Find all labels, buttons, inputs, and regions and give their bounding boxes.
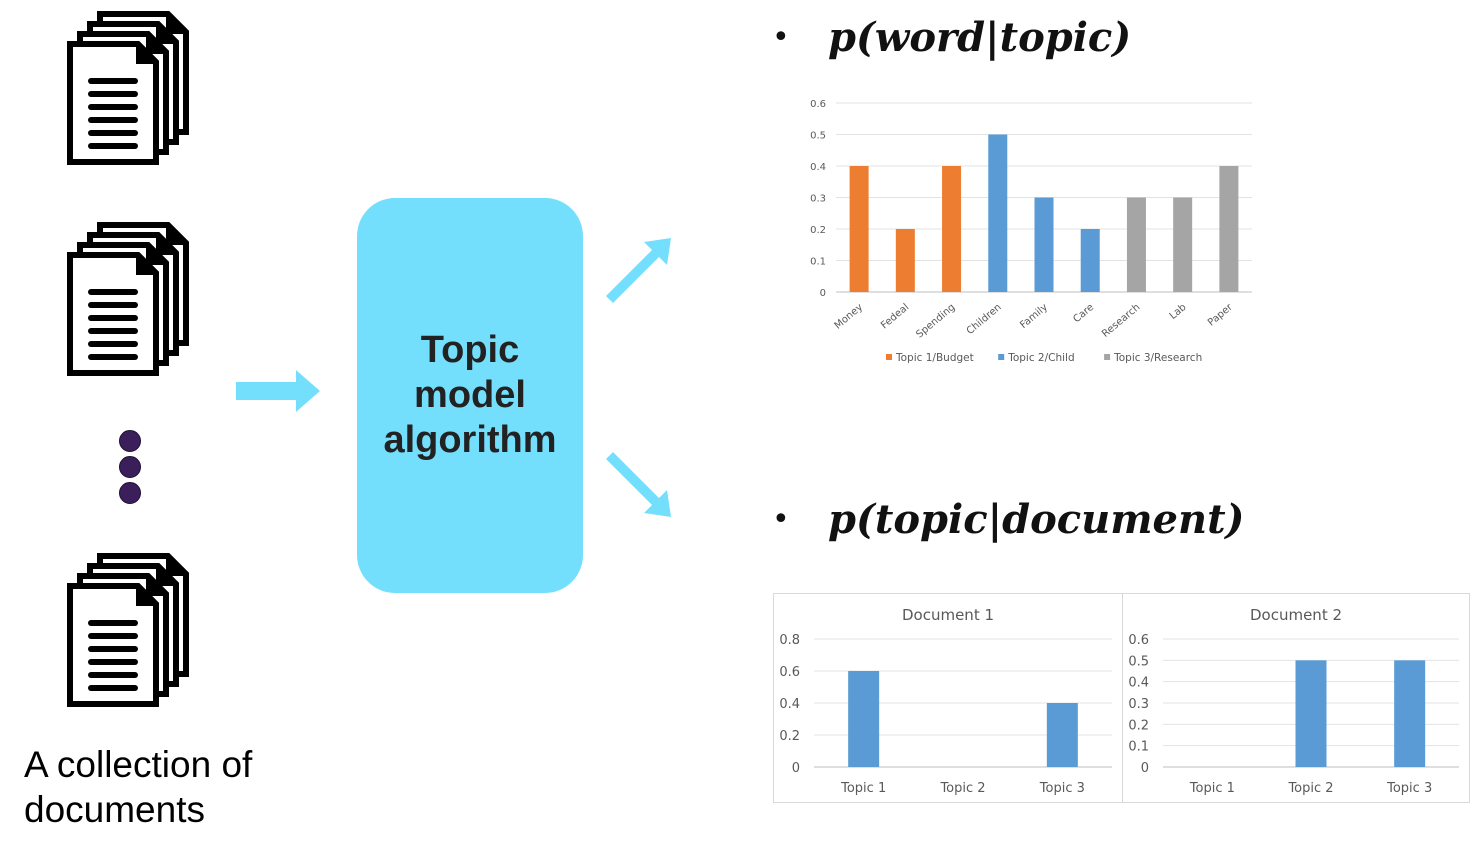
legend-label: Topic 3/Research <box>1113 352 1202 364</box>
document-stack-graphic <box>67 11 189 165</box>
text-line <box>88 104 138 110</box>
y-tick-label: 0.5 <box>810 131 826 142</box>
text-line <box>88 633 138 639</box>
document-2-chart-frame: Document 2 0 0.1 0.2 0.3 0.4 0.5 0.6 Topic 1 Topi… <box>1122 593 1470 803</box>
x-tick-label: Family <box>1018 302 1050 331</box>
legend-swatch <box>886 354 892 360</box>
bar <box>1080 229 1100 292</box>
bar <box>1046 703 1078 767</box>
algorithm-label: Topic model algorithm <box>383 329 557 461</box>
bar <box>1126 197 1146 292</box>
up-right-arrow-icon <box>606 238 671 303</box>
x-tick-label: Paper <box>1206 301 1235 328</box>
x-tick-label: Money <box>833 302 866 332</box>
legend-label: Topic 1/Budget <box>895 352 974 364</box>
text-line <box>88 302 138 308</box>
text-line <box>88 685 138 691</box>
page-corner-fold <box>136 586 156 606</box>
y-tick-label: 0.3 <box>810 194 826 205</box>
text-line <box>88 143 138 149</box>
legend-swatch <box>998 354 1005 360</box>
x-tick-label: Topic 2 <box>939 781 985 796</box>
y-tick-label: 0.8 <box>779 633 800 648</box>
y-tick-label: 0.4 <box>810 162 826 173</box>
text-line <box>88 328 138 334</box>
y-tick-label: 0 <box>1141 761 1149 776</box>
text-line <box>88 130 138 136</box>
y-tick-label: 0.4 <box>779 697 800 712</box>
x-tick-label: Topic 1 <box>840 781 886 796</box>
x-tick-label: Spending <box>914 302 957 341</box>
text-line <box>88 341 138 347</box>
x-tick-label: Topic 2 <box>1287 781 1333 796</box>
x-tick-label: Topic 3 <box>1039 781 1085 796</box>
document-stack-icon <box>64 550 196 710</box>
text-line <box>88 672 138 678</box>
y-tick-label: 0 <box>792 761 800 776</box>
y-tick-label: 0.6 <box>779 665 800 680</box>
document-stack-graphic <box>67 222 189 376</box>
bar <box>1219 166 1239 292</box>
text-line <box>88 315 138 321</box>
text-line <box>88 620 138 626</box>
bar <box>895 229 915 292</box>
x-tick-label: Fedeal <box>879 302 911 331</box>
text-line <box>88 117 138 123</box>
bar <box>1295 660 1327 767</box>
x-tick-label: Topic 3 <box>1386 781 1432 796</box>
page-corner-fold <box>136 255 156 275</box>
right-arrow-icon <box>236 370 320 412</box>
topic-document-formula: p(topic|document) <box>828 496 1245 543</box>
chart-title: Document 1 <box>902 606 994 624</box>
word-topic-bar-chart: 0 0.1 0.2 0.3 0.4 0.5 0.6 Money Fedeal Spending Ch… <box>810 99 1252 364</box>
y-tick-label: 0.6 <box>1128 633 1149 648</box>
legend-swatch <box>1104 354 1111 360</box>
word-topic-bullet: • <box>772 20 790 55</box>
x-tick-label: Children <box>965 302 1004 337</box>
page-corner-fold <box>136 44 156 64</box>
document-1-bar-chart: Document 1 0 0.2 0.4 0.6 0.8 Topic 1 Topic 2 Top… <box>779 606 1112 796</box>
text-line <box>88 289 138 295</box>
x-tick-label: Care <box>1071 302 1096 325</box>
document-stack-icon <box>64 219 196 379</box>
collection-caption: A collection of documents <box>24 744 253 830</box>
bar <box>988 134 1008 292</box>
y-tick-label: 0 <box>820 288 826 299</box>
topic-document-bullet: • <box>772 502 790 537</box>
vertical-ellipsis-icon <box>119 430 141 504</box>
y-tick-label: 0.6 <box>810 99 826 110</box>
bar <box>1394 660 1426 767</box>
bar <box>1173 197 1193 292</box>
word-topic-formula: p(word|topic) <box>828 14 1132 61</box>
x-tick-label: Lab <box>1168 302 1189 322</box>
y-tick-label: 0.2 <box>1128 718 1149 733</box>
document-stack-icon <box>64 8 196 168</box>
x-tick-label: Topic 1 <box>1189 781 1235 796</box>
down-right-arrow-icon <box>606 452 671 517</box>
bar <box>848 671 880 767</box>
y-tick-label: 0.3 <box>1128 697 1149 712</box>
document-1-chart-frame: Document 1 0 0.2 0.4 0.6 0.8 Topic 1 Topic 2 Top… <box>773 593 1123 803</box>
page-corner-fold <box>166 225 186 245</box>
text-line <box>88 354 138 360</box>
text-line <box>88 659 138 665</box>
text-line <box>88 646 138 652</box>
bar <box>1034 197 1054 292</box>
chart-title: Document 2 <box>1250 606 1342 624</box>
bar <box>849 166 869 292</box>
topic-model-algorithm-box: Topic model algorithm <box>357 198 583 593</box>
legend-label: Topic 2/Child <box>1007 352 1074 364</box>
y-tick-label: 0.4 <box>1128 676 1149 691</box>
y-tick-label: 0.2 <box>810 225 826 236</box>
y-tick-label: 0.2 <box>779 729 800 744</box>
y-tick-label: 0.1 <box>1128 740 1149 755</box>
document-2-bar-chart: Document 2 0 0.1 0.2 0.3 0.4 0.5 0.6 Topic 1 Topi… <box>1128 606 1459 796</box>
text-line <box>88 91 138 97</box>
x-tick-label: Research <box>1100 302 1142 340</box>
y-tick-label: 0.5 <box>1128 654 1149 669</box>
document-stack-graphic <box>67 553 189 707</box>
y-tick-label: 0.1 <box>810 257 826 268</box>
text-line <box>88 78 138 84</box>
bar <box>942 166 962 292</box>
